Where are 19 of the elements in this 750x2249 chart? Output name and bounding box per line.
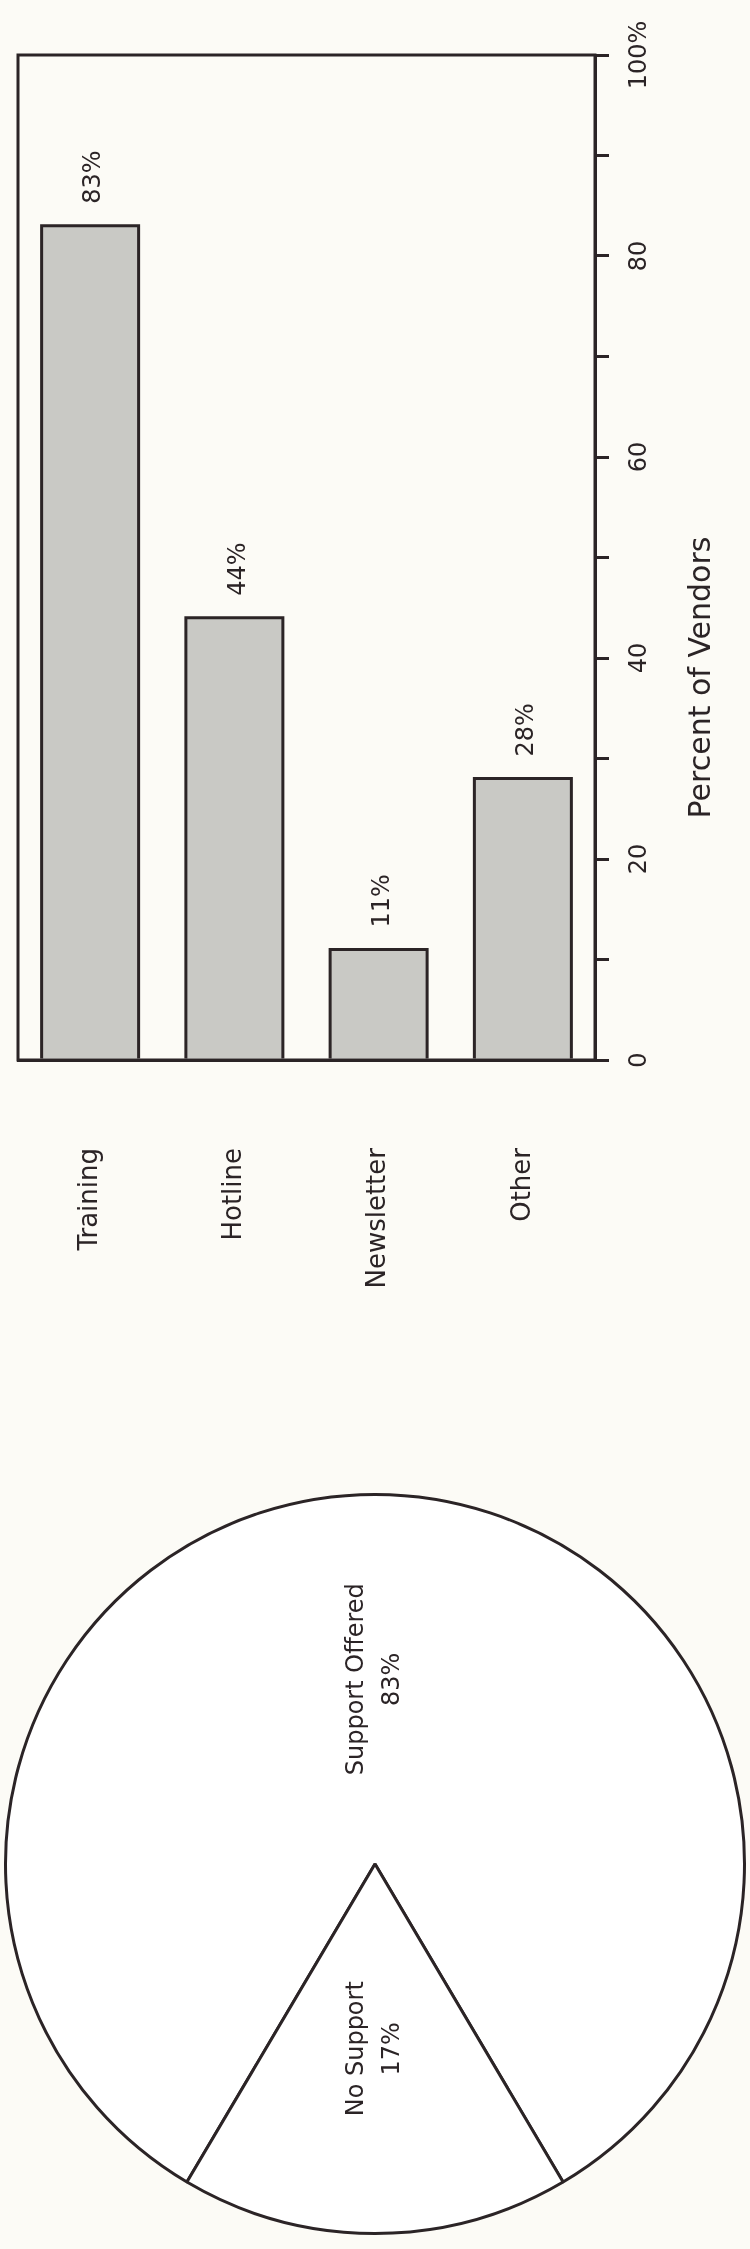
- y-tick-label: 20: [624, 843, 653, 875]
- y-tick-label: 100%: [624, 20, 653, 90]
- y-tick-label: 40: [624, 642, 653, 674]
- x-tick-label: Other: [505, 1147, 536, 1222]
- y-tick-label: 0: [624, 1052, 653, 1068]
- x-tick-label: Training: [72, 1148, 103, 1252]
- data-label: 28%: [511, 703, 540, 757]
- y-tick-label: 80: [624, 240, 653, 272]
- x-tick-label: Newsletter: [361, 1147, 392, 1289]
- data-label: 83%: [377, 1652, 406, 1706]
- y-axis-title: Percent of Vendors: [681, 536, 717, 819]
- slice-label: No Support: [341, 1981, 370, 2117]
- data-label: 44%: [222, 542, 251, 596]
- data-label: 17%: [377, 2022, 406, 2076]
- data-label: 83%: [78, 150, 107, 204]
- x-tick-label: Hotline: [217, 1148, 248, 1241]
- slice-label: Support Offered: [341, 1583, 370, 1776]
- y-tick-label: 60: [624, 441, 653, 473]
- data-label: 11%: [366, 874, 395, 928]
